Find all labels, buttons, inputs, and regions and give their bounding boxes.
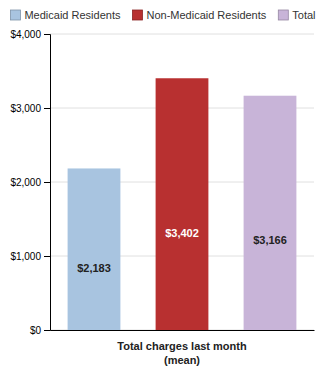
legend-item: Medicaid Residents xyxy=(10,9,120,21)
grid xyxy=(50,34,314,330)
y-tick: $2,000 xyxy=(10,177,50,188)
legend-label: Non-Medicaid Residents xyxy=(146,9,266,21)
legend-swatch xyxy=(132,10,142,20)
bar xyxy=(156,78,209,330)
data-label: $3,402 xyxy=(165,227,199,239)
legend-swatch xyxy=(10,10,20,20)
y-tick-label: $0 xyxy=(30,325,42,336)
x-axis xyxy=(51,330,315,331)
y-tick-label: $4,000 xyxy=(10,29,41,40)
legend-label: Total xyxy=(292,9,315,21)
data-label: $3,166 xyxy=(253,234,287,246)
legend: Medicaid Residents Non-Medicaid Residents… xyxy=(10,9,315,21)
y-tick-label: $1,000 xyxy=(10,251,41,262)
plot: $0 $1,000 $2,000 $3,000 $4,000 $2,183 $3,402 $3… xyxy=(10,29,314,366)
y-tick: $1,000 xyxy=(10,251,50,262)
bar xyxy=(244,96,297,330)
legend-label: Medicaid Residents xyxy=(24,9,120,21)
data-labels: $2,183 $3,402 $3,166 xyxy=(77,227,287,273)
bars xyxy=(68,78,297,330)
legend-swatch xyxy=(278,10,288,20)
y-tick-mark xyxy=(44,34,50,35)
y-tick-label: $3,000 xyxy=(10,103,41,114)
chart: Medicaid Residents Non-Medicaid Residents… xyxy=(0,0,326,372)
y-axis: $0 $1,000 $2,000 $3,000 $4,000 xyxy=(10,29,50,336)
bar xyxy=(68,168,121,330)
y-tick-mark xyxy=(44,330,50,331)
x-axis-line xyxy=(51,330,315,331)
y-tick: $3,000 xyxy=(10,103,50,114)
y-axis-line xyxy=(44,35,51,331)
y-tick: $4,000 xyxy=(10,29,50,40)
data-label: $2,183 xyxy=(77,262,111,274)
legend-item: Total xyxy=(278,9,315,21)
y-tick-mark xyxy=(44,256,50,257)
y-tick: $0 xyxy=(30,325,50,336)
y-tick-label: $2,000 xyxy=(10,177,41,188)
y-tick-mark xyxy=(44,182,50,183)
legend-item: Non-Medicaid Residents xyxy=(132,9,266,21)
grid-line xyxy=(50,34,314,35)
y-tick-mark xyxy=(44,108,50,109)
x-axis-title: Total charges last month(mean) xyxy=(117,340,247,366)
